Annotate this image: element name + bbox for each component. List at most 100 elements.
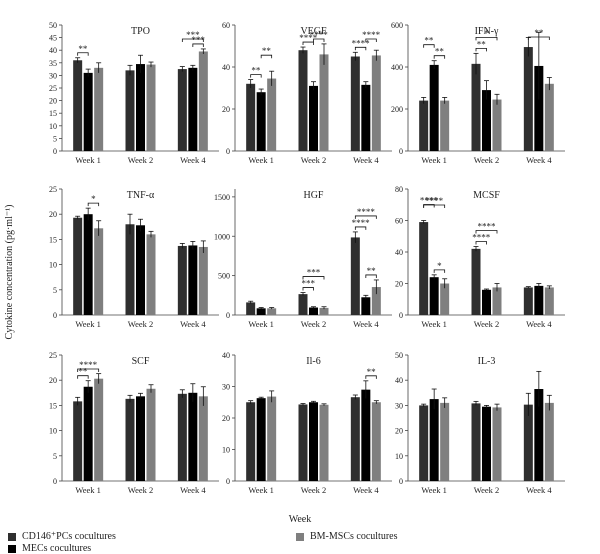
significance-label: **** [478,221,497,231]
bar [246,402,256,481]
panel-title: TPO [131,26,150,37]
significance-bracket [423,204,446,208]
bar [482,406,491,481]
legend-item-mecs: MECs cocultures [8,543,91,554]
x-tick-label: Week 4 [353,485,379,495]
significance-bracket [354,226,367,230]
bar [309,307,318,315]
bar [94,378,104,481]
y-tick-label: 40 [395,248,403,257]
bar [440,283,450,315]
legend-item-cd146: CD146⁺PCs cocultures [8,531,116,542]
bar [319,307,329,315]
y-tick-label: 25 [49,185,57,194]
significance-bracket [365,375,377,379]
y-tick-label: 0 [399,147,403,156]
panel-title: HGF [303,190,323,201]
significance-label: **** [79,360,98,370]
significance-label: **** [362,30,381,40]
bar [267,396,277,481]
significance-label: ** [78,44,88,54]
y-tick-label: 80 [395,185,403,194]
x-tick-label: Week 2 [474,155,500,165]
bar [125,70,135,151]
bar [371,55,381,152]
y-tick-label: 15 [49,235,57,244]
panel-title: TNF-α [127,190,155,201]
x-tick-label: Week 2 [128,485,154,495]
bar [361,389,371,481]
y-tick-label: 0 [399,477,403,486]
bar [482,90,491,151]
bar [256,398,266,481]
y-tick-label: 0 [226,147,230,156]
bar [125,224,135,315]
y-tick-label: 45 [49,34,57,43]
significance-bracket [313,38,325,42]
y-tick-label: 30 [222,383,230,392]
significance-bracket [181,38,204,42]
bar [429,64,439,151]
y-tick-label: 20 [49,97,57,106]
bar [361,84,371,151]
bar [534,285,544,315]
panel-tpo: TPO 0 5 10 15 20 25 30 35 40 45 50 Week 1 Week 2 Week … [49,21,219,165]
significance-bracket [433,55,446,59]
bar [534,65,544,151]
legend-label: MECs cocultures [22,543,92,554]
significance-bracket [475,47,487,52]
y-tick-label: 10 [395,452,403,461]
bar [198,51,208,151]
x-tick-label: Week 4 [526,319,552,329]
bar [492,287,502,315]
y-tick-label: 15 [49,109,57,118]
significance-bracket [302,41,314,46]
y-tick-label: 10 [49,261,57,270]
y-tick-label: 40 [395,376,403,385]
significance-label: *** [307,268,321,278]
significance-label: ** [262,46,272,56]
panel-title: VEGF [300,26,327,37]
significance-bracket [365,38,377,42]
y-tick-label: 35 [49,59,57,68]
significance-bracket [87,202,100,207]
significance-label: ** [78,367,88,377]
bar [177,393,187,481]
y-tick-label: 20 [222,414,230,423]
significance-label: **** [299,33,318,43]
bar [298,50,308,152]
bar [544,287,554,315]
significance-label: ** [367,266,377,276]
significance-bracket [302,287,314,291]
bar [136,396,145,481]
significance-label: **** [310,30,329,40]
panel-il-3: IL-3 0 10 20 30 40 50 Week 1 Week 2 Week 4 [395,351,565,495]
y-tick-label: 40 [222,63,230,72]
bar [523,287,533,315]
y-tick-label: 500 [218,272,230,281]
x-tick-label: Week 1 [75,155,101,165]
panel-title: Il-6 [306,356,320,367]
panel-title: SCF [132,356,150,367]
legend-label: BM-MSCs cocultures [310,531,398,542]
y-axis-label: Cytokine concentration (pg·ml⁻¹) [4,205,15,340]
bar [256,92,266,151]
panel-title: IFN-γ [475,26,499,37]
bar [246,302,256,315]
x-tick-label: Week 2 [474,485,500,495]
bar [429,277,439,315]
y-tick-label: 60 [222,21,230,30]
legend-item-bmmscs: BM-MSCs cocultures [296,531,398,542]
y-tick-label: 10 [49,122,57,131]
x-tick-label: Week 4 [180,485,206,495]
bar [83,214,93,315]
bar [350,56,360,151]
y-tick-label: 20 [222,105,230,114]
x-tick-label: Week 1 [75,319,101,329]
bar [298,404,308,481]
significance-label: **** [472,232,491,242]
bar [544,402,554,481]
